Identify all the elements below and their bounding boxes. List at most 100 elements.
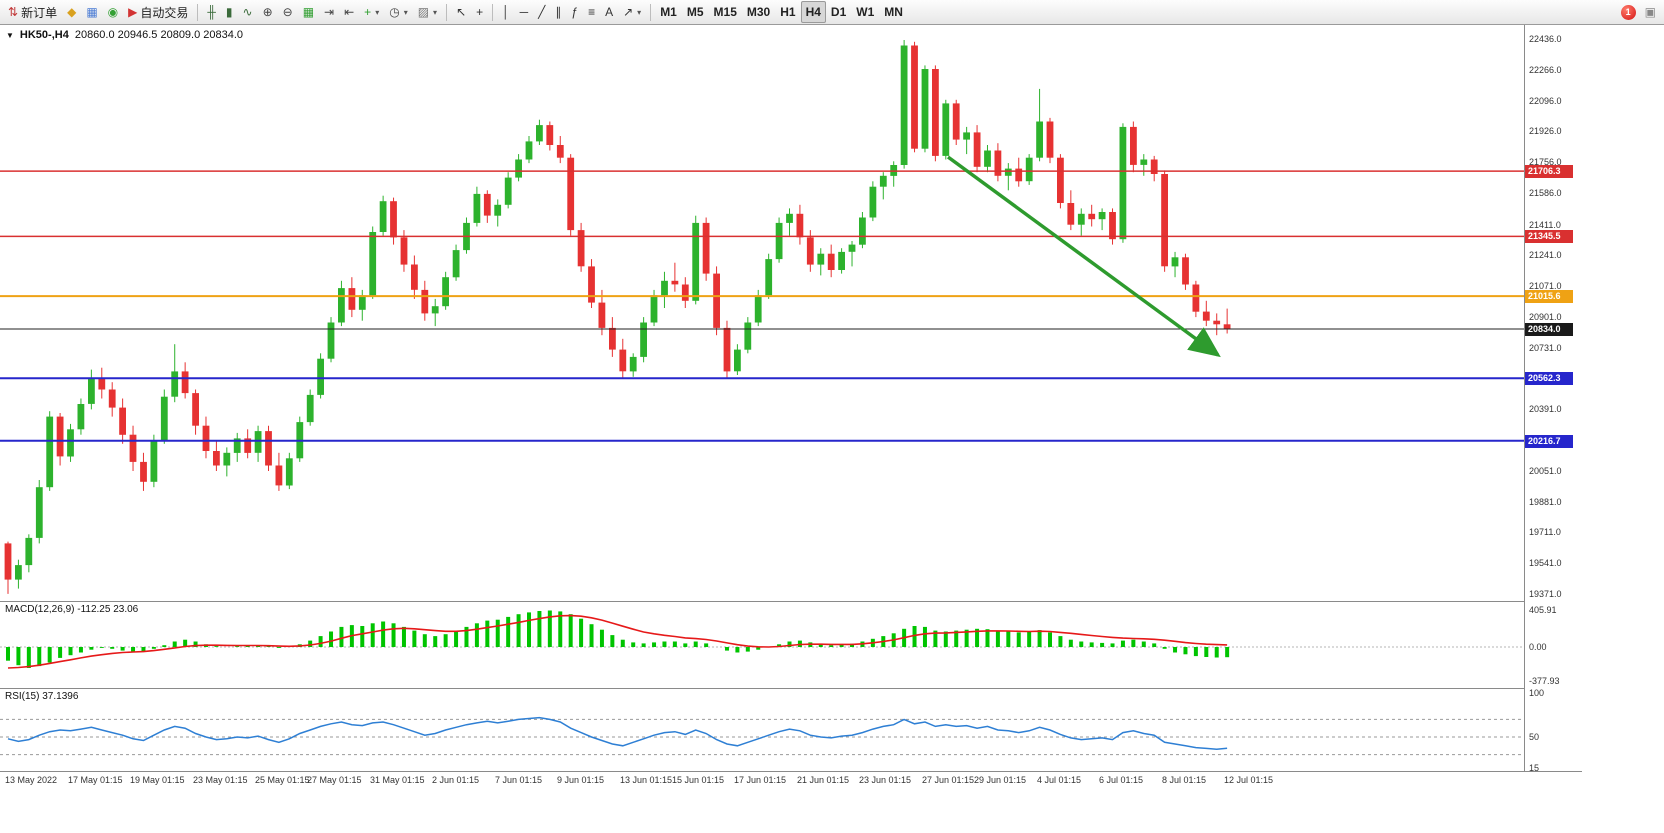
- timeframe-m15-button-label: M15: [713, 5, 737, 19]
- period-button[interactable]: ◷ ▾: [384, 1, 413, 23]
- date-label: 15 Jun 01:15: [672, 775, 725, 785]
- price-tick: 21241.0: [1529, 250, 1562, 260]
- timeframe-h4-button[interactable]: H4: [800, 1, 826, 23]
- text-icon: A: [605, 5, 614, 19]
- dropdown-caret-icon: ▾: [637, 7, 642, 17]
- dropdown-caret-icon: ▾: [433, 7, 438, 17]
- timeframe-m30-button[interactable]: M30: [742, 1, 775, 23]
- price-tag: 20562.3: [1525, 372, 1573, 385]
- date-label: 17 May 01:15: [68, 775, 123, 785]
- macd-chart[interactable]: [0, 602, 1524, 688]
- panel-divider[interactable]: [0, 688, 1582, 689]
- timeframe-d1-button-label: D1: [830, 5, 847, 19]
- cursor-button[interactable]: ↖: [451, 1, 471, 23]
- macd-label: MACD(12,26,9) -112.25 23.06: [5, 604, 139, 615]
- rsi-chart[interactable]: [0, 689, 1524, 771]
- date-label: 7 Jun 01:15: [495, 775, 543, 785]
- autotrading-icon: ▶: [128, 5, 138, 19]
- timeframe-w1-button[interactable]: W1: [851, 1, 879, 23]
- navigator-button[interactable]: ▦: [81, 1, 102, 23]
- channel-button[interactable]: ∥: [550, 1, 566, 23]
- trendline-button[interactable]: ╱: [533, 1, 550, 23]
- zoom-out-button[interactable]: ⊖: [278, 1, 298, 23]
- chart-shift-button[interactable]: ⇤: [339, 1, 359, 23]
- price-tick: 20901.0: [1529, 312, 1562, 322]
- price-tag: 21015.6: [1525, 290, 1573, 303]
- levels-icon: ≡: [588, 5, 596, 19]
- date-label: 27 May 01:15: [307, 775, 362, 785]
- main-chart-panel[interactable]: ▼ HK50-,H4 20860.0 20946.5 20809.0 20834…: [0, 25, 1524, 601]
- new-chart-button[interactable]: + ▾: [359, 1, 384, 23]
- line-chart-button[interactable]: ∿: [238, 1, 258, 23]
- autotrading-button[interactable]: ▶ 自动交易: [123, 1, 193, 23]
- timeframe-mn-button[interactable]: MN: [879, 1, 908, 23]
- timeframe-mn-button-label: MN: [884, 5, 903, 19]
- price-tick: 19541.0: [1529, 558, 1562, 568]
- price-tag: 20834.0: [1525, 323, 1573, 336]
- chart-shift-icon: ⇤: [344, 5, 355, 19]
- toolbar-separator: [492, 3, 494, 21]
- channel-icon: ∥: [555, 5, 562, 19]
- macd-tick: 405.91: [1529, 605, 1557, 615]
- auto-scroll-button[interactable]: ⇥: [319, 1, 339, 23]
- horizontal-line-icon: ─: [519, 5, 529, 19]
- timeframe-h1-button-label: H1: [780, 5, 796, 19]
- panel-divider: [0, 771, 1582, 772]
- panel-divider[interactable]: [0, 601, 1582, 602]
- autotrading-button-label: 自动交易: [140, 5, 189, 20]
- toolbar-divider: [0, 24, 1664, 25]
- auto-scroll-icon: ⇥: [324, 5, 335, 19]
- bar-chart-button[interactable]: ╫: [202, 1, 221, 23]
- rsi-label: RSI(15) 37.1396: [5, 691, 79, 702]
- market-watch-button[interactable]: ◆: [62, 1, 81, 23]
- timeframe-m5-button[interactable]: M5: [682, 1, 709, 23]
- collapse-icon[interactable]: ▼: [6, 30, 14, 40]
- window-icon: ▣: [1644, 5, 1656, 19]
- new-order-button-label: 新订单: [21, 5, 58, 20]
- text-button[interactable]: A: [600, 1, 618, 23]
- timeframe-m30-button-label: M30: [746, 5, 771, 19]
- notification-badge[interactable]: 1: [1620, 4, 1636, 20]
- date-label: 25 May 01:15: [255, 775, 310, 785]
- price-tick: 19371.0: [1529, 589, 1562, 599]
- new-order-button[interactable]: ⇅ 新订单: [3, 1, 62, 23]
- vertical-line-button[interactable]: │: [497, 1, 515, 23]
- template-button[interactable]: ▨ ▾: [413, 1, 442, 23]
- timeframe-w1-button-label: W1: [856, 5, 875, 19]
- arrows-icon: ↗: [623, 5, 634, 19]
- price-tick: 21411.0: [1529, 220, 1561, 230]
- date-label: 13 May 2022: [5, 775, 58, 785]
- new-chart-icon: +: [364, 5, 372, 19]
- date-label: 17 Jun 01:15: [734, 775, 787, 785]
- trendline-icon: ╱: [538, 5, 546, 19]
- price-tick: 20051.0: [1529, 466, 1562, 476]
- timeframe-h1-button[interactable]: H1: [775, 1, 800, 23]
- date-label: 12 Jul 01:15: [1224, 775, 1274, 785]
- date-label: 23 Jun 01:15: [859, 775, 912, 785]
- fibonacci-button[interactable]: ƒ: [566, 1, 583, 23]
- timeframe-d1-button[interactable]: D1: [826, 1, 851, 23]
- zoom-out-icon: ⊖: [282, 5, 293, 19]
- price-axis[interactable]: 22436.0 22266.0 22096.0 21926.0 21756.0 21586…: [1524, 25, 1664, 773]
- arrows-button[interactable]: ↗ ▾: [618, 1, 646, 23]
- terminal-button[interactable]: ◉: [103, 1, 123, 23]
- window-button[interactable]: ▣: [1640, 1, 1661, 23]
- timeframe-m15-button[interactable]: M15: [709, 1, 742, 23]
- horizontal-line-button[interactable]: ─: [515, 1, 534, 23]
- macd-panel[interactable]: MACD(12,26,9) -112.25 23.06: [0, 602, 1524, 688]
- rsi-panel[interactable]: RSI(15) 37.1396: [0, 689, 1524, 771]
- date-label: 6 Jul 01:15: [1099, 775, 1144, 785]
- levels-button[interactable]: ≡: [583, 1, 600, 23]
- date-label: 23 May 01:15: [193, 775, 248, 785]
- market-watch-icon: ◆: [67, 5, 77, 19]
- rsi-tick: 100: [1529, 688, 1545, 698]
- zoom-in-button[interactable]: ⊕: [258, 1, 278, 23]
- timeframe-m1-button[interactable]: M1: [655, 1, 682, 23]
- crosshair-button[interactable]: +: [471, 1, 488, 23]
- candlestick-chart-button[interactable]: ▮: [221, 1, 238, 23]
- candlestick-chart[interactable]: [0, 25, 1524, 601]
- price-tag: 21706.3: [1525, 165, 1573, 178]
- price-tick: 22096.0: [1529, 96, 1562, 106]
- time-axis[interactable]: 13 May 2022 17 May 01:15 19 May 01:15 23 Ma…: [0, 772, 1524, 790]
- tile-windows-button[interactable]: ▦: [298, 1, 319, 23]
